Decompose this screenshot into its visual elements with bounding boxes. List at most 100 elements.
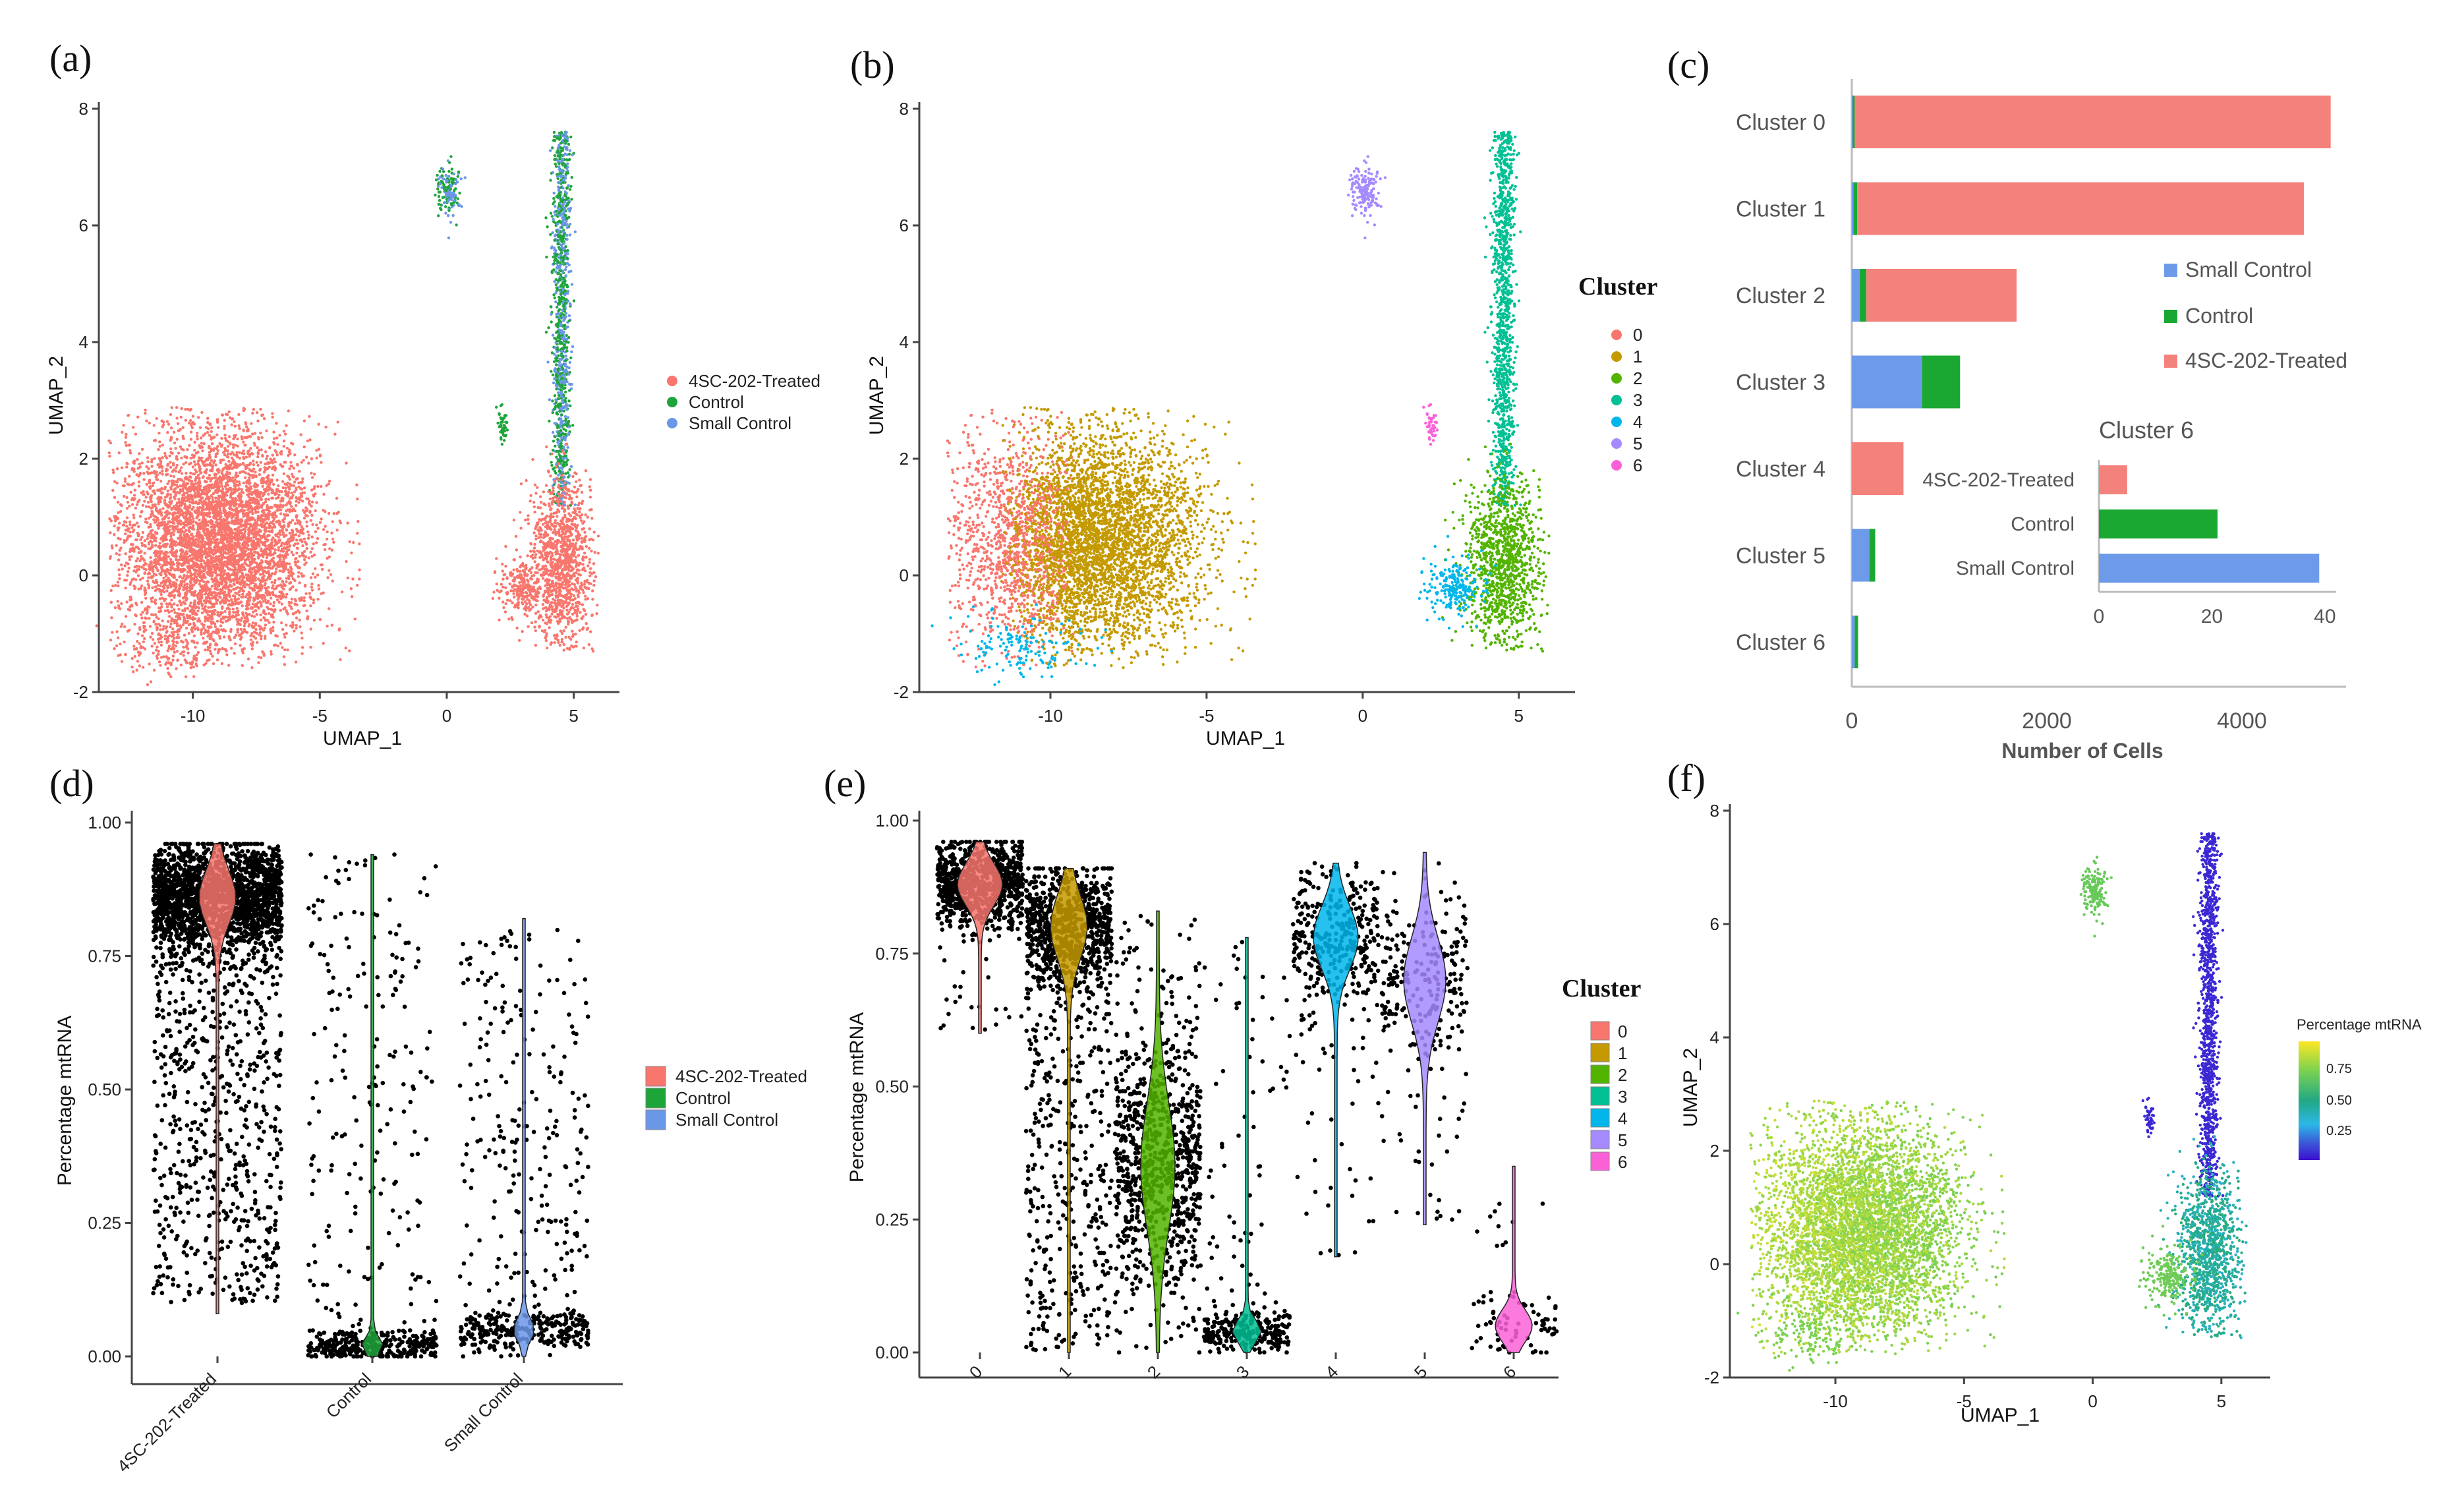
cell-point (123, 625, 126, 628)
cell-point (127, 501, 129, 504)
cell-point (239, 644, 241, 647)
panel-label-c: (c) (1667, 44, 1709, 86)
cell-point (121, 467, 123, 469)
cell-point (196, 438, 198, 440)
cell-point (303, 419, 306, 422)
cell-point (167, 555, 170, 558)
cell-point (134, 489, 136, 492)
cell-point (245, 425, 248, 428)
cell-point (115, 630, 118, 633)
cell-point (324, 548, 326, 551)
cell-point (165, 589, 168, 592)
cell-point (293, 629, 295, 632)
cell-point (241, 596, 243, 598)
cell-point (120, 564, 123, 566)
cell-point (267, 493, 270, 496)
cell-point (128, 475, 130, 478)
cell-point (117, 637, 119, 639)
cell-point (311, 501, 314, 504)
cell-point (126, 574, 129, 577)
cell-point (125, 436, 127, 438)
cell-point (281, 602, 283, 605)
cell-point (277, 645, 279, 647)
cell-point (350, 587, 353, 590)
cell-point (134, 578, 137, 581)
cell-point (275, 567, 277, 570)
cell-point (254, 432, 256, 434)
cell-point (142, 472, 145, 475)
cell-point (158, 432, 160, 434)
cell-point (326, 557, 328, 560)
cell-point (328, 512, 330, 515)
cell-point (170, 598, 173, 601)
cell-point (190, 438, 192, 440)
cell-point (169, 475, 172, 477)
cell-point (303, 446, 306, 448)
cell-point (182, 438, 185, 440)
cell-point (268, 612, 270, 615)
cell-point (295, 589, 297, 591)
cell-point (214, 496, 217, 499)
cell-point (182, 589, 185, 591)
cell-point (326, 531, 328, 533)
cell-point (310, 457, 313, 460)
cell-point (126, 462, 129, 465)
cell-point (173, 551, 176, 554)
cell-point (260, 656, 262, 659)
cell-point (114, 606, 117, 609)
cell-point (198, 519, 200, 521)
cell-point (251, 412, 254, 415)
cell-point (233, 420, 235, 423)
cell-point (138, 566, 140, 568)
cell-point (144, 597, 147, 600)
cell-point (257, 661, 260, 664)
cell-point (331, 579, 334, 582)
cell-point (210, 652, 212, 655)
cell-point (276, 453, 279, 456)
cell-point (287, 569, 289, 571)
cell-point (131, 503, 134, 506)
cell-point (182, 646, 185, 649)
cell-point (345, 560, 347, 563)
cell-point (309, 551, 312, 554)
cell-point (157, 448, 159, 451)
cell-point (144, 517, 147, 520)
cell-point (287, 409, 290, 412)
cell-point (132, 585, 135, 587)
cell-point (159, 593, 162, 596)
cell-point (269, 602, 272, 605)
cell-point (283, 663, 286, 666)
cell-point (252, 459, 254, 462)
cell-point (313, 473, 316, 475)
cell-point (204, 605, 207, 608)
cell-point (231, 477, 234, 479)
cell-point (306, 531, 309, 533)
cell-point (138, 568, 140, 571)
cell-point (298, 470, 301, 473)
cell-point (297, 571, 300, 573)
scatter-points (96, 130, 600, 686)
cell-point (314, 567, 316, 570)
cell-point (145, 420, 148, 422)
cell-point (326, 576, 329, 579)
cell-point (180, 466, 183, 469)
cell-point (125, 496, 128, 499)
panel-label-f: (f) (1667, 757, 1705, 799)
cell-point (121, 431, 123, 434)
cell-point (244, 531, 246, 533)
panel-label-d: (d) (49, 762, 94, 805)
cell-point (273, 601, 275, 604)
cell-point (169, 451, 172, 453)
cell-point (266, 606, 268, 608)
cell-point (121, 660, 123, 662)
cell-point (134, 507, 137, 509)
cell-point (322, 528, 325, 531)
cell-point (136, 660, 139, 662)
cell-point (181, 435, 184, 438)
cell-point (146, 483, 148, 486)
cell-point (295, 552, 298, 554)
cell-point (148, 617, 150, 620)
cell-point (253, 444, 256, 446)
cell-point (196, 435, 198, 438)
